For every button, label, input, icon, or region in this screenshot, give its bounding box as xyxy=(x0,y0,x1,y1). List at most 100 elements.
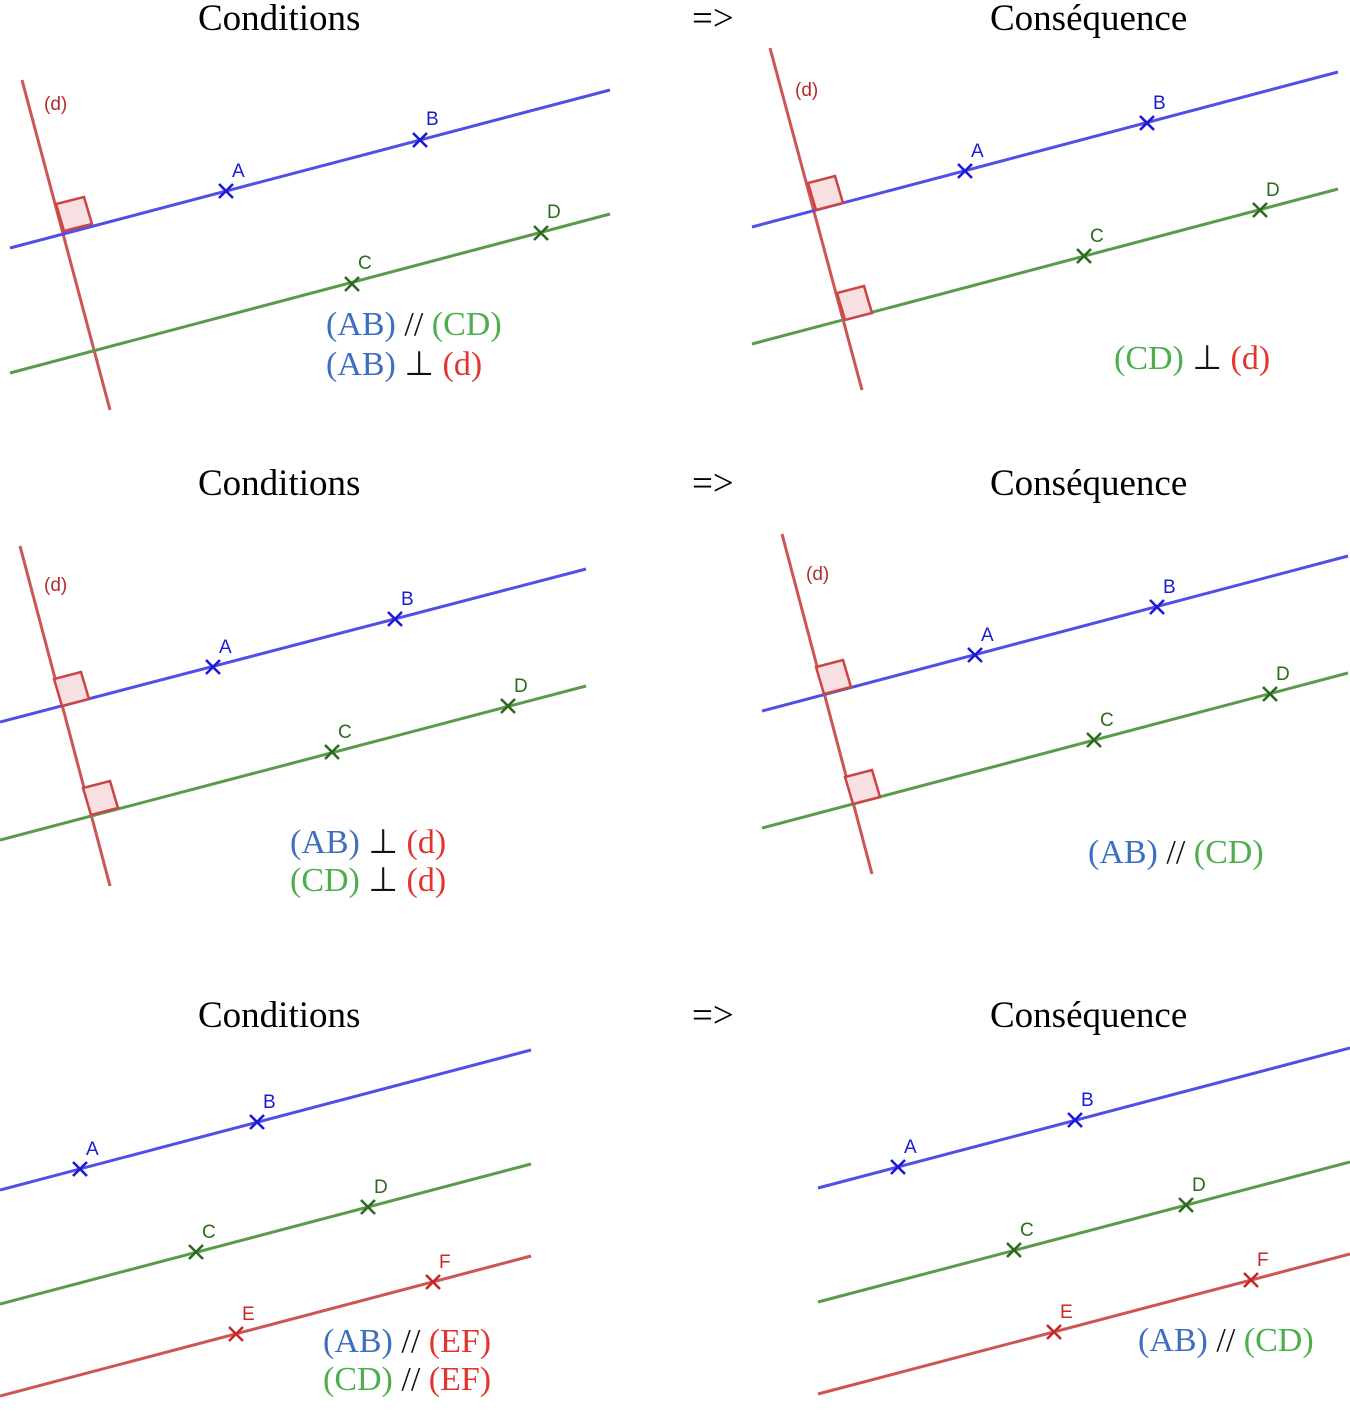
label-d-point: D xyxy=(1192,1175,1206,1196)
row3-left-figure: A B C D E F xyxy=(0,1048,532,1398)
line-d xyxy=(768,47,864,391)
label-e: E xyxy=(242,1304,255,1325)
label-b: B xyxy=(426,109,439,130)
label-b: B xyxy=(1163,577,1176,598)
line-ef xyxy=(817,1252,1350,1396)
statement-operand: (CD) xyxy=(1243,1322,1314,1359)
statement-operand: (d) xyxy=(442,346,483,383)
label-c: C xyxy=(358,253,372,274)
label-b: B xyxy=(1153,93,1166,114)
right-angle-marker xyxy=(806,174,845,212)
statement-operand: (AB) xyxy=(323,1323,393,1360)
line-d xyxy=(780,533,874,875)
label-e: E xyxy=(1060,1302,1073,1323)
row3-consequence-title: Conséquence xyxy=(990,995,1188,1036)
label-d: (d) xyxy=(44,94,67,115)
label-d-point: D xyxy=(547,202,561,223)
line-d xyxy=(18,545,112,887)
row3-left-statement-1: (AB) // (EF) xyxy=(323,1325,491,1359)
row2-left-statement-2: (CD) ⊥ (d) xyxy=(290,864,446,898)
line-ab xyxy=(0,567,587,724)
statement-operand: (AB) xyxy=(290,824,360,861)
statement-operand: (CD) xyxy=(431,306,502,343)
statement-operand: (AB) xyxy=(1088,834,1158,871)
row2-right-statement-1: (AB) // (CD) xyxy=(1088,836,1264,870)
statement-operator: ⊥ xyxy=(368,824,399,861)
right-angle-marker xyxy=(843,768,882,806)
line-cd xyxy=(817,1160,1350,1304)
label-a: A xyxy=(981,625,994,646)
right-angle-marker xyxy=(52,670,91,708)
line-cd xyxy=(761,671,1349,830)
row2-consequence-title: Conséquence xyxy=(990,463,1188,504)
label-a: A xyxy=(971,141,984,162)
row3-right-figure: A B C D E F xyxy=(817,1046,1350,1396)
row1-right-statement-1: (CD) ⊥ (d) xyxy=(1114,342,1270,376)
row2-right-figure: (d) A B C D xyxy=(761,533,1349,875)
statement-operand: (d) xyxy=(406,862,447,899)
row2-left-statement-1: (AB) ⊥ (d) xyxy=(290,826,446,860)
row1-arrow: => xyxy=(692,0,734,39)
row2-arrow: => xyxy=(692,463,734,504)
label-b: B xyxy=(263,1092,276,1113)
right-angle-marker xyxy=(814,658,853,696)
row3-arrow: => xyxy=(692,995,734,1036)
statement-operator: // xyxy=(1166,834,1186,871)
statement-operand: (CD) xyxy=(290,862,360,899)
line-cd xyxy=(9,212,611,375)
right-angle-marker xyxy=(54,195,94,233)
statement-operator: // xyxy=(401,1323,421,1360)
row1-left-statement-2: (AB) ⊥ (d) xyxy=(326,348,482,382)
row1-right-figure: (d) A B C D xyxy=(751,47,1339,391)
statement-operand: (AB) xyxy=(1138,1322,1208,1359)
line-ab xyxy=(817,1046,1350,1190)
line-cd xyxy=(0,1162,532,1306)
row2-conditions-title: Conditions xyxy=(198,463,361,504)
statement-operand: (CD) xyxy=(1114,340,1184,377)
statement-operand: (CD) xyxy=(1193,834,1264,871)
label-d-point: D xyxy=(514,676,528,697)
label-c: C xyxy=(1100,710,1114,731)
statement-operand: (d) xyxy=(1230,340,1271,377)
label-a: A xyxy=(219,637,232,658)
row3-conditions-title: Conditions xyxy=(198,995,361,1036)
label-a: A xyxy=(904,1137,917,1158)
statement-operand: (AB) xyxy=(326,346,396,383)
label-c: C xyxy=(1090,226,1104,247)
label-f: F xyxy=(1257,1250,1269,1271)
label-d-point: D xyxy=(1276,664,1290,685)
label-d: (d) xyxy=(806,564,829,585)
row1-left-statement-1: (AB) // (CD) xyxy=(326,308,502,342)
statement-operator: ⊥ xyxy=(1192,340,1223,377)
label-c: C xyxy=(202,1222,216,1243)
label-a: A xyxy=(232,161,245,182)
row3-right-statement-1: (AB) // (CD) xyxy=(1138,1324,1314,1358)
line-d xyxy=(20,79,112,411)
statement-operand: (EF) xyxy=(428,1323,492,1360)
row1-consequence-title: Conséquence xyxy=(990,0,1188,39)
row3-left-statement-2: (CD) // (EF) xyxy=(323,1363,491,1397)
statement-operand: (EF) xyxy=(428,1361,492,1398)
statement-operator: ⊥ xyxy=(368,862,399,899)
statement-operand: (d) xyxy=(406,824,447,861)
label-f: F xyxy=(439,1252,451,1273)
row1-left-figure: (d) A B C D xyxy=(9,79,611,411)
row1-conditions-title: Conditions xyxy=(198,0,361,39)
right-angle-marker xyxy=(81,779,120,817)
statement-operator: // xyxy=(401,1361,421,1398)
statement-operator: ⊥ xyxy=(404,346,435,383)
statement-operator: // xyxy=(1216,1322,1236,1359)
statement-operand: (CD) xyxy=(323,1361,393,1398)
label-d-point: D xyxy=(1266,180,1280,201)
row2-left-figure: (d) A B C D xyxy=(0,545,587,887)
label-b: B xyxy=(401,589,414,610)
label-b: B xyxy=(1081,1090,1094,1111)
right-angle-marker xyxy=(835,284,874,322)
label-c: C xyxy=(1020,1220,1034,1241)
label-d: (d) xyxy=(44,575,67,596)
label-c: C xyxy=(338,722,352,743)
line-cd xyxy=(0,684,587,842)
line-ab xyxy=(0,1048,532,1192)
line-ab xyxy=(751,70,1339,229)
